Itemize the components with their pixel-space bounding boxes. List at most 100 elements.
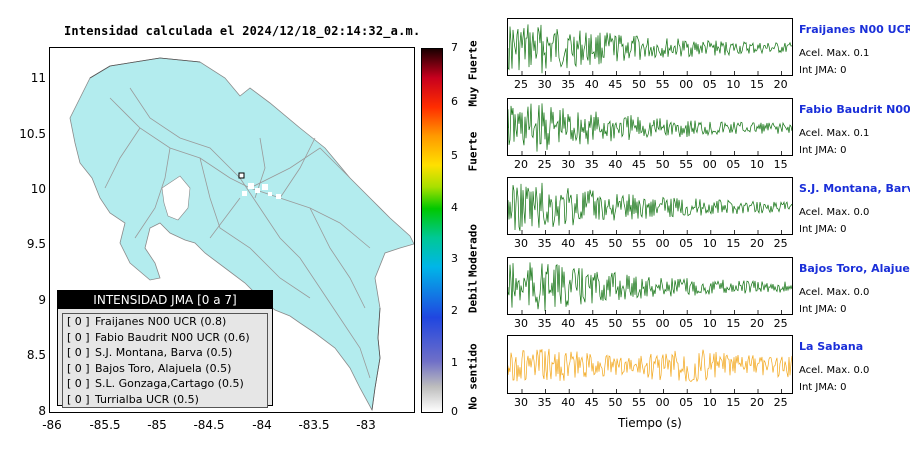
colorbar-tick: 2 xyxy=(451,304,458,317)
legend-item: [ 0 ] S.L. Gonzaga,Cartago (0.5) xyxy=(63,376,267,392)
colorbar-tick: 3 xyxy=(451,252,458,265)
y-tick: 10 xyxy=(30,182,46,196)
x-tick: -85.5 xyxy=(89,418,121,432)
trace-tick-label: 30 xyxy=(514,396,528,409)
intensity-colorbar xyxy=(421,48,443,413)
trace-tick-label: 45 xyxy=(608,78,623,91)
trace-tick-label: 15 xyxy=(726,317,741,330)
seismogram-trace[interactable] xyxy=(507,18,793,76)
trace-tick-label: 25 xyxy=(773,237,788,250)
trace-tick-label: 10 xyxy=(702,396,717,409)
colorbar-tick: 4 xyxy=(451,201,458,214)
y-tick: 11 xyxy=(30,71,46,85)
legend-item-label: S.L. Gonzaga,Cartago (0.5) xyxy=(95,377,244,390)
waveform xyxy=(508,103,792,155)
seismogram-trace[interactable] xyxy=(507,98,793,156)
trace-tick-label: 25 xyxy=(773,317,788,330)
y-tick: 8.5 xyxy=(26,348,46,362)
station-name-link[interactable]: Fraijanes N00 UCR xyxy=(799,23,910,36)
trace-tick-label: 20 xyxy=(773,78,788,91)
station-jma: Int JMA: 0 xyxy=(799,224,847,235)
colorbar-category: No sentido xyxy=(466,343,480,410)
trace-tick-label: 55 xyxy=(679,158,694,171)
trace-tick-label: 45 xyxy=(632,158,646,171)
trace-tick-label: 35 xyxy=(537,317,552,330)
station-jma: Int JMA: 0 xyxy=(799,145,847,156)
station-name-link[interactable]: Bajos Toro, Alajuela xyxy=(799,262,910,275)
waveform-line xyxy=(508,103,792,152)
x-tick: -86 xyxy=(42,418,62,432)
waveform xyxy=(508,262,792,314)
costa-rica-map xyxy=(69,57,414,412)
trace-tick-label: 40 xyxy=(561,237,576,250)
station-name-link[interactable]: La Sabana xyxy=(799,340,864,353)
time-axis-label: Tiempo (s) xyxy=(618,416,682,430)
seismogram-trace[interactable] xyxy=(507,257,793,315)
map-title: Intensidad calculada el 2024/12/18_02:14… xyxy=(64,24,421,38)
trace-tick-label: 50 xyxy=(655,158,670,171)
waveform-line xyxy=(508,262,792,312)
legend-item-tag: [ 0 ] xyxy=(67,392,90,406)
trace-tick-label: 35 xyxy=(584,158,599,171)
station-name-link[interactable]: S.J. Montana, Barva xyxy=(799,182,910,195)
station-jma: Int JMA: 0 xyxy=(799,65,847,76)
legend-title: INTENSIDAD JMA [0 a 7] xyxy=(58,291,272,309)
x-tick: -83.5 xyxy=(298,418,330,432)
trace-tick-label: 00 xyxy=(679,78,694,91)
trace-tick-label: 30 xyxy=(561,158,576,171)
legend-item: [ 0 ] Fraijanes N00 UCR (0.8) xyxy=(63,314,267,330)
y-tick: 8 xyxy=(38,404,46,418)
trace-tick-label: 15 xyxy=(726,237,741,250)
station-accel: Acel. Max. 0.1 xyxy=(799,48,870,59)
y-tick: 9.5 xyxy=(26,237,46,251)
trace-tick-label: 05 xyxy=(679,237,694,250)
legend-item-label: Fabio Baudrit N00 UCR (0.6) xyxy=(95,330,250,344)
station-accel: Acel. Max. 0.1 xyxy=(799,128,870,139)
trace-tick-label: 55 xyxy=(655,78,670,91)
y-tick: 9 xyxy=(38,293,46,307)
trace-tick-label: 50 xyxy=(608,237,623,250)
seismogram-trace[interactable] xyxy=(507,335,793,394)
legend-item-tag: [ 0 ] xyxy=(67,330,90,344)
x-tick: -84 xyxy=(252,418,272,432)
trace-tick-label: 25 xyxy=(773,396,788,409)
legend-item: [ 0 ] Fabio Baudrit N00 UCR (0.6) xyxy=(63,330,267,346)
trace-tick-label: 55 xyxy=(632,317,646,330)
trace-tick-label: 00 xyxy=(655,396,670,409)
trace-tick-label: 10 xyxy=(702,317,717,330)
station-name-link[interactable]: Fabio Baudrit N00 UCR xyxy=(799,103,910,116)
trace-tick-label: 20 xyxy=(750,237,764,250)
waveform-line xyxy=(508,348,792,383)
trace-tick-label: 45 xyxy=(584,317,599,330)
colorbar-category: Fuerte xyxy=(466,131,480,172)
y-tick: 10.5 xyxy=(19,127,46,141)
nicaragua-border xyxy=(89,57,201,79)
trace-tick-label: 45 xyxy=(584,396,599,409)
x-tick: -84.5 xyxy=(193,418,225,432)
legend-item: [ 0 ] Turrialba UCR (0.5) xyxy=(63,392,267,408)
trace-tick-label: 15 xyxy=(773,158,788,171)
station-jma: Int JMA: 0 xyxy=(799,304,847,315)
trace-tick-label: 25 xyxy=(537,158,552,171)
trace-tick-label: 35 xyxy=(537,237,552,250)
seismogram-trace[interactable] xyxy=(507,177,793,235)
legend-item-label: Fraijanes N00 UCR (0.8) xyxy=(95,315,227,328)
trace-tick-label: 50 xyxy=(608,317,623,330)
trace-tick-label: 35 xyxy=(537,396,552,409)
trace-tick-label: 30 xyxy=(537,78,552,91)
trace-tick-label: 55 xyxy=(632,396,646,409)
colorbar-tick: 5 xyxy=(451,149,458,162)
legend-list: [ 0 ] Fraijanes N00 UCR (0.8) [ 0 ] Fabio … xyxy=(62,313,268,408)
trace-tick-label: 30 xyxy=(514,237,528,250)
trace-tick-label: 05 xyxy=(679,317,694,330)
trace-tick-label: 15 xyxy=(726,396,741,409)
intensity-legend: INTENSIDAD JMA [0 a 7] [ 0 ] Fraijanes N0… xyxy=(57,290,273,408)
colorbar-tick: 1 xyxy=(451,356,458,369)
trace-tick-label: 00 xyxy=(702,158,717,171)
colorbar-tick: 7 xyxy=(451,41,458,54)
trace-tick-label: 40 xyxy=(561,396,576,409)
station-jma: Int JMA: 0 xyxy=(799,382,847,393)
trace-tick-label: 10 xyxy=(702,237,717,250)
trace-tick-label: 20 xyxy=(514,158,528,171)
trace-tick-label: 45 xyxy=(584,237,599,250)
